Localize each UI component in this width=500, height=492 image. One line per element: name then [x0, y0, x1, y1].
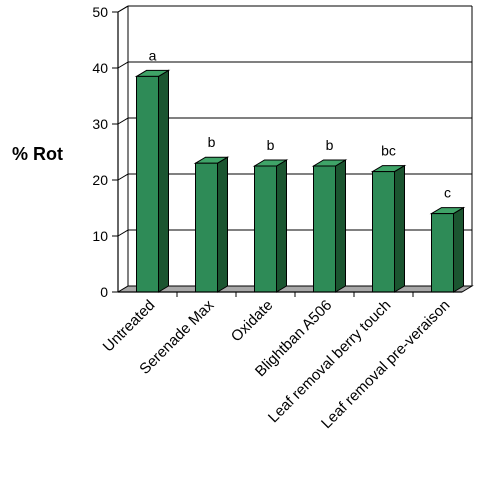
- axes: [112, 11, 462, 297]
- gridline-side: [117, 117, 129, 125]
- gridlines: [117, 5, 473, 286]
- bar-front: [195, 162, 218, 293]
- bar-front: [372, 171, 395, 293]
- y-tick-label: 30: [92, 116, 108, 132]
- bars: [134, 69, 466, 293]
- y-tick-label: 40: [92, 60, 108, 76]
- bar-front: [313, 165, 336, 293]
- y-tick-label: 10: [92, 228, 108, 244]
- bar-3: [252, 159, 289, 293]
- top-wall-edge: [117, 5, 129, 13]
- gridline-side: [117, 173, 129, 181]
- y-tick-label: 20: [92, 172, 108, 188]
- bar-4: [311, 159, 348, 293]
- significance-label: a: [149, 47, 157, 63]
- bar-side: [217, 156, 228, 293]
- bar-side: [276, 159, 287, 293]
- y-tick-label: 50: [92, 4, 108, 20]
- bar-front: [431, 213, 454, 293]
- significance-label: b: [267, 137, 275, 153]
- bar-2: [193, 156, 230, 293]
- bar-side: [394, 164, 405, 293]
- x-tick-label: Oxidate: [228, 297, 277, 346]
- gridline-side: [117, 61, 129, 69]
- bar-5: [370, 164, 407, 293]
- x-tick-label: Untreated: [100, 297, 159, 356]
- significance-label: b: [326, 137, 334, 153]
- bar-6: [429, 206, 466, 293]
- x-tick-label: Leaf removal berry touch: [265, 297, 394, 426]
- chart-floor: [116, 285, 474, 293]
- gridline-side: [117, 229, 129, 237]
- bar-side: [158, 69, 169, 293]
- bar-1: [134, 69, 171, 293]
- bar-front: [254, 165, 277, 293]
- bar-side: [335, 159, 346, 293]
- significance-label: bc: [381, 143, 396, 159]
- chart-floor-plane: [116, 285, 474, 293]
- y-axis-label: % Rot: [12, 144, 63, 164]
- bar-side: [453, 206, 464, 293]
- y-tick-label: 0: [100, 284, 108, 300]
- significance-label: b: [208, 134, 216, 150]
- significance-label: c: [444, 185, 451, 201]
- bar-front: [136, 75, 159, 293]
